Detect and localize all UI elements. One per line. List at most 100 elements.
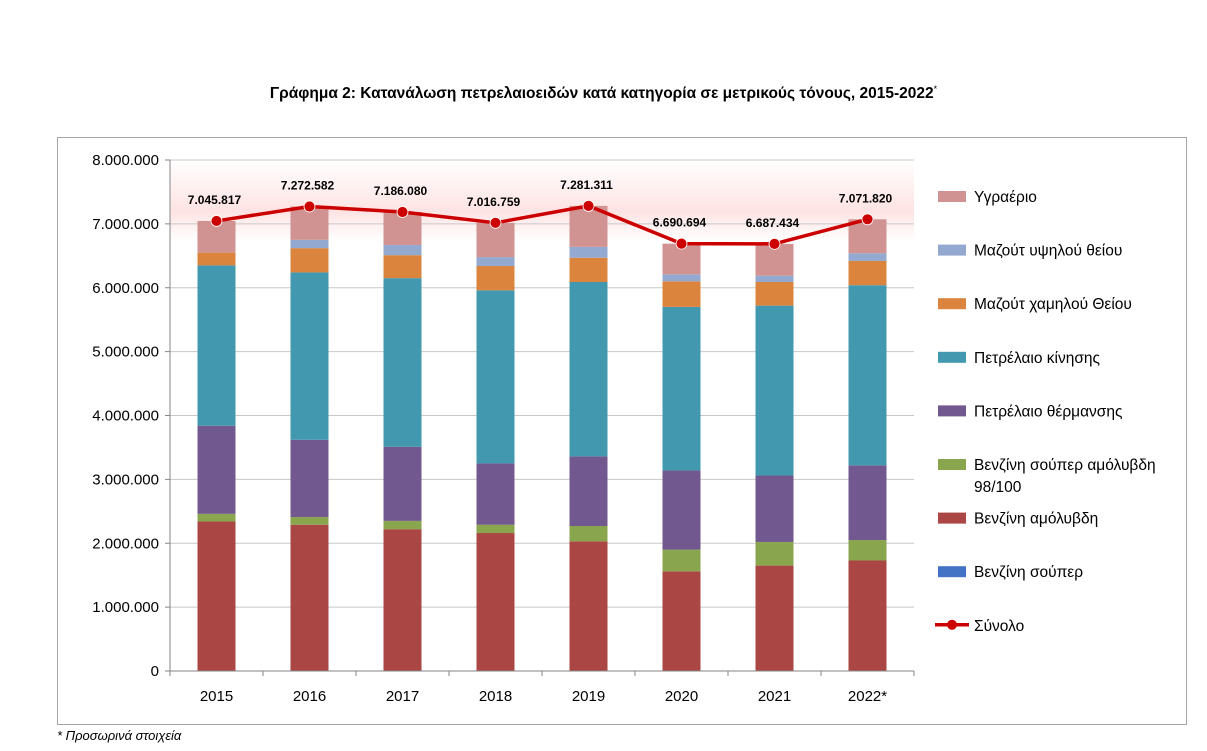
- bar-segment: [662, 306, 701, 471]
- bar-segment: [476, 257, 515, 267]
- y-tick-label: 6.000.000: [92, 280, 159, 297]
- legend-swatch: [938, 244, 966, 256]
- total-data-label: 7.045.817: [188, 193, 242, 207]
- chart-frame: 0 1.000.000 2.000.000 3.000.000 4.000.000 5.0…: [57, 137, 1187, 725]
- legend-swatch: [938, 405, 966, 417]
- y-tick-label: 4.000.000: [92, 408, 159, 425]
- bar-segment: [383, 278, 422, 447]
- total-data-label: 7.281.311: [560, 178, 613, 192]
- x-tick-label: 2022*: [848, 688, 887, 705]
- bar-segment: [662, 281, 701, 307]
- total-data-label: 6.690.694: [653, 216, 707, 230]
- bar-segment: [383, 520, 422, 530]
- total-point: [768, 237, 781, 250]
- x-tick-label: 2021: [758, 688, 791, 705]
- x-tick-label: 2020: [665, 688, 698, 705]
- total-line: [216, 204, 868, 246]
- bar-segment: [755, 275, 794, 283]
- x-tick-label: 2016: [293, 688, 326, 705]
- bar-segment: [290, 524, 329, 671]
- legend-swatch: [938, 191, 966, 202]
- y-tick-label: 8.000.000: [92, 152, 159, 169]
- legend-line-marker: [947, 619, 957, 630]
- bar-segment: [755, 305, 794, 476]
- bar-segment: [569, 526, 608, 542]
- legend-label: Μαζούτ υψηλού θείου: [974, 243, 1122, 260]
- total-point: [303, 200, 316, 213]
- bar-segment: [569, 456, 608, 527]
- bar-segment: [848, 253, 887, 261]
- x-tick-label: 2017: [386, 688, 419, 705]
- bar-segment: [848, 465, 887, 541]
- legend-label: Βενζίνη σούπερ αμόλυβδη 98/100: [974, 457, 1156, 496]
- bar-segment: [569, 246, 608, 258]
- x-tick-label: 2015: [200, 688, 233, 705]
- legend-label: Βενζίνη αμόλυβδη: [974, 511, 1098, 528]
- legend-swatch: [938, 459, 966, 470]
- bar-segment: [197, 513, 236, 522]
- chart-title-mark: *: [933, 84, 938, 94]
- bar-segment: [476, 266, 515, 291]
- bar-segment: [848, 260, 887, 286]
- legend-label: Υγραέριο: [974, 189, 1037, 206]
- bar-segment: [476, 463, 515, 525]
- y-tick-label: 1.000.000: [92, 599, 159, 616]
- bar-segment: [290, 439, 329, 518]
- bar-segment: [197, 265, 236, 426]
- total-data-label: 6.687.434: [746, 216, 800, 230]
- chart-title-text: Γράφημα 2: Κατανάλωση πετρελαιοειδών κατ…: [269, 85, 934, 103]
- bar-segment: [662, 470, 701, 550]
- bar-segment: [755, 565, 794, 671]
- chart-canvas: 0 1.000.000 2.000.000 3.000.000 4.000.000 5.0…: [92, 152, 1156, 705]
- total-point: [675, 237, 688, 250]
- total-point: [210, 215, 223, 227]
- bar-segment: [662, 571, 701, 671]
- x-tick-label: 2018: [479, 688, 512, 705]
- y-tick-label: 5.000.000: [92, 344, 159, 361]
- bar-segment: [290, 272, 329, 440]
- footnote: * Προσωρινά στοιχεία: [57, 728, 182, 743]
- total-data-label: 7.272.582: [281, 178, 335, 192]
- legend-label: Σύνολο: [974, 618, 1024, 635]
- total-point: [861, 213, 874, 226]
- bar-segment: [383, 446, 422, 521]
- legend-label: Βενζίνη σούπερ: [974, 564, 1083, 581]
- y-tick-label: 3.000.000: [92, 471, 159, 488]
- bar-segment: [290, 517, 329, 525]
- total-point: [489, 216, 502, 229]
- y-tick-label: 2.000.000: [92, 535, 159, 552]
- bar-segment: [755, 541, 794, 566]
- bar-segment: [383, 255, 422, 279]
- bar-segment: [476, 533, 515, 671]
- legend-swatch: [938, 512, 966, 524]
- legend-swatch: [938, 298, 966, 310]
- bar-segment: [197, 252, 236, 266]
- bar-segment: [569, 541, 608, 671]
- bar-segment: [848, 560, 887, 671]
- bar-segment: [755, 475, 794, 542]
- total-data-label: 7.186.080: [374, 184, 428, 198]
- legend-label: Πετρέλαιο κίνησης: [974, 350, 1100, 367]
- x-tick-label: 2019: [572, 688, 605, 705]
- bar-segment: [383, 529, 422, 671]
- chart-title: Γράφημα 2: Κατανάλωση πετρελαιοειδών κατ…: [0, 84, 1207, 103]
- bar-segment: [755, 282, 794, 306]
- y-tick-label: 7.000.000: [92, 216, 159, 233]
- bar-segment: [848, 285, 887, 466]
- bar-segment: [662, 274, 701, 282]
- bar-segment: [290, 248, 329, 273]
- bar-segment: [197, 425, 236, 514]
- bar-segment: [383, 244, 422, 256]
- bar-segment: [476, 290, 515, 464]
- total-point: [396, 206, 409, 218]
- bar-segment: [476, 524, 515, 534]
- legend-label: Μαζούτ χαμηλού Θείου: [974, 296, 1132, 313]
- bar-segment: [197, 521, 236, 671]
- legend-swatch: [938, 566, 966, 578]
- total-point: [582, 200, 595, 212]
- bar-segment: [848, 540, 887, 561]
- bar-segment: [569, 257, 608, 283]
- legend-label: Πετρέλαιο θέρμανσης: [974, 403, 1122, 420]
- bar-segment: [662, 549, 701, 572]
- bar-segment: [569, 282, 608, 457]
